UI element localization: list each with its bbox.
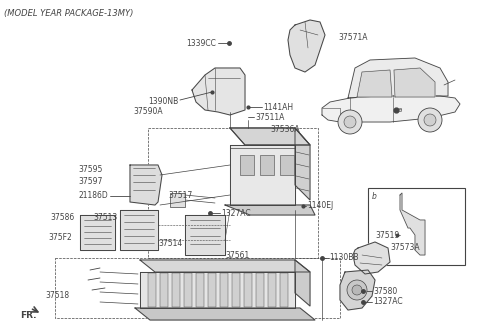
Text: 37514: 37514 [159,240,183,248]
Bar [256,273,264,307]
Text: 37597: 37597 [79,177,103,186]
Polygon shape [230,128,310,145]
Polygon shape [120,210,158,250]
Circle shape [424,114,436,126]
Polygon shape [185,215,225,255]
Text: 1327AC: 1327AC [221,209,251,217]
Polygon shape [340,270,375,310]
Polygon shape [230,128,310,145]
Text: 21186D: 21186D [78,191,108,200]
Polygon shape [353,242,390,274]
Text: 1141AH: 1141AH [263,102,293,111]
Bar [260,155,274,175]
Circle shape [347,280,367,300]
Text: b: b [372,192,377,201]
Bar [160,273,168,307]
Text: 375F2: 375F2 [48,232,72,242]
Text: 37517: 37517 [168,191,192,200]
Bar [232,273,240,307]
Bar [196,273,204,307]
Circle shape [344,116,356,128]
Bar [170,193,185,207]
Text: 37590A: 37590A [133,108,163,116]
Circle shape [338,110,362,134]
Polygon shape [322,96,460,122]
Polygon shape [135,308,315,320]
Bar [280,155,294,175]
Bar [208,273,216,307]
Text: 37513: 37513 [94,214,118,223]
Text: 37580: 37580 [373,287,397,295]
Bar [172,273,180,307]
Text: a: a [398,107,402,113]
Text: 37518: 37518 [46,290,70,300]
Bar [148,273,156,307]
Bar [368,188,465,265]
Polygon shape [295,128,310,200]
Text: 37536A: 37536A [270,125,300,134]
Polygon shape [295,260,310,306]
Polygon shape [140,260,310,272]
Text: 37561: 37561 [226,251,250,260]
Text: 37519: 37519 [375,230,399,240]
Bar [280,273,288,307]
Polygon shape [348,58,448,98]
Text: 1140EJ: 1140EJ [307,201,333,211]
Bar [220,273,228,307]
Polygon shape [288,20,325,72]
Text: 37573A: 37573A [390,244,420,253]
Text: FR.: FR. [20,312,36,320]
Text: 37595: 37595 [79,166,103,174]
Circle shape [418,108,442,132]
Bar [184,273,192,307]
Text: 37571A: 37571A [338,34,368,42]
Polygon shape [400,193,425,255]
Bar [240,155,254,175]
Polygon shape [230,145,295,205]
Bar [244,273,252,307]
Polygon shape [394,68,435,97]
Polygon shape [225,205,315,215]
Polygon shape [140,272,295,308]
Polygon shape [130,165,162,205]
Text: 1390NB: 1390NB [148,96,178,106]
Polygon shape [80,215,115,250]
Text: 1130BB: 1130BB [329,254,359,262]
Bar [268,273,276,307]
Text: 37586: 37586 [51,214,75,223]
Text: 37511A: 37511A [255,112,284,122]
Polygon shape [192,68,245,115]
Polygon shape [357,70,392,97]
Circle shape [352,285,362,295]
Text: 1339CC: 1339CC [186,38,216,48]
Text: 1327AC: 1327AC [373,298,403,306]
Text: (MODEL YEAR PACKAGE-13MY): (MODEL YEAR PACKAGE-13MY) [4,9,133,18]
